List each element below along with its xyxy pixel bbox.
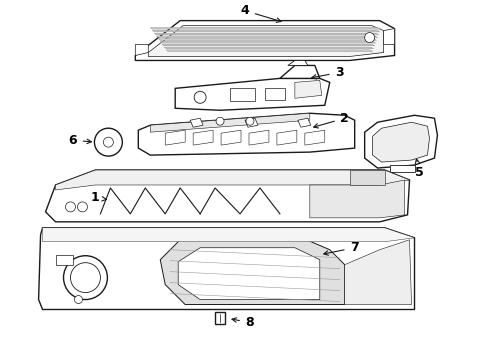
Polygon shape bbox=[39, 228, 415, 310]
Polygon shape bbox=[160, 41, 376, 43]
Polygon shape bbox=[158, 39, 377, 40]
Polygon shape bbox=[249, 130, 269, 145]
Text: 6: 6 bbox=[68, 134, 77, 147]
Circle shape bbox=[246, 117, 254, 125]
Polygon shape bbox=[154, 33, 379, 35]
Polygon shape bbox=[310, 180, 405, 218]
Polygon shape bbox=[280, 66, 320, 78]
Polygon shape bbox=[390, 165, 415, 172]
Text: 4: 4 bbox=[241, 4, 249, 17]
Polygon shape bbox=[298, 118, 311, 127]
Text: 2: 2 bbox=[341, 112, 349, 125]
Polygon shape bbox=[46, 170, 410, 222]
Polygon shape bbox=[384, 28, 394, 45]
Polygon shape bbox=[295, 80, 322, 98]
Bar bbox=[55, 255, 74, 265]
Polygon shape bbox=[193, 130, 213, 145]
Text: 1: 1 bbox=[91, 192, 100, 204]
Polygon shape bbox=[350, 170, 385, 185]
Bar bbox=[230, 88, 255, 101]
Circle shape bbox=[95, 128, 122, 156]
Circle shape bbox=[66, 202, 75, 212]
Polygon shape bbox=[150, 28, 381, 29]
Text: 5: 5 bbox=[415, 166, 424, 179]
Circle shape bbox=[64, 256, 107, 300]
Polygon shape bbox=[156, 36, 378, 37]
Polygon shape bbox=[160, 235, 345, 305]
Polygon shape bbox=[190, 118, 203, 127]
Text: 8: 8 bbox=[245, 316, 254, 329]
Polygon shape bbox=[43, 228, 415, 242]
Polygon shape bbox=[288, 60, 308, 66]
Text: 3: 3 bbox=[336, 66, 344, 79]
Polygon shape bbox=[166, 50, 372, 51]
Circle shape bbox=[194, 91, 206, 103]
Circle shape bbox=[365, 32, 375, 42]
Circle shape bbox=[77, 202, 87, 212]
Polygon shape bbox=[305, 130, 325, 145]
Polygon shape bbox=[135, 45, 148, 55]
Polygon shape bbox=[165, 130, 185, 145]
Polygon shape bbox=[178, 248, 320, 300]
Circle shape bbox=[216, 117, 224, 125]
Polygon shape bbox=[175, 78, 330, 110]
Polygon shape bbox=[215, 312, 225, 324]
Circle shape bbox=[103, 137, 113, 147]
Polygon shape bbox=[245, 118, 258, 127]
Polygon shape bbox=[164, 47, 374, 49]
Polygon shape bbox=[148, 26, 384, 57]
Polygon shape bbox=[135, 21, 394, 60]
Polygon shape bbox=[152, 30, 380, 32]
Polygon shape bbox=[162, 44, 375, 46]
Polygon shape bbox=[365, 115, 438, 168]
Polygon shape bbox=[277, 130, 297, 145]
Polygon shape bbox=[138, 113, 355, 155]
Polygon shape bbox=[55, 170, 410, 190]
Circle shape bbox=[74, 296, 82, 303]
Polygon shape bbox=[221, 130, 241, 145]
Polygon shape bbox=[150, 113, 310, 132]
Polygon shape bbox=[345, 240, 412, 305]
Circle shape bbox=[71, 263, 100, 293]
Polygon shape bbox=[372, 122, 429, 162]
Bar bbox=[265, 88, 285, 100]
Text: 7: 7 bbox=[350, 241, 359, 254]
